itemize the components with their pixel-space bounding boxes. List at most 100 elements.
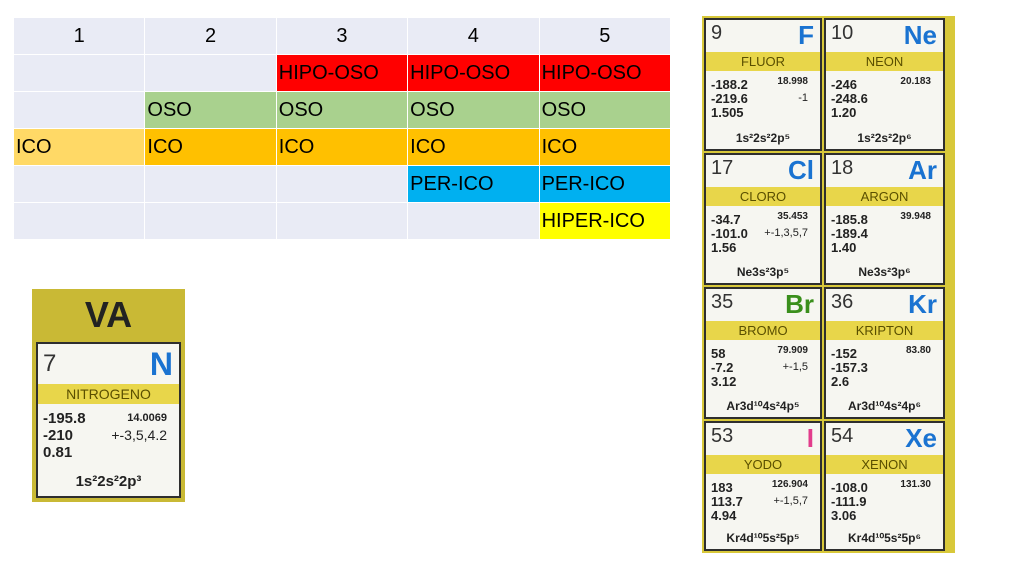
- element-name: FLUOR: [706, 52, 820, 71]
- density: 1.505: [711, 105, 744, 120]
- table-cell: [144, 202, 277, 240]
- table-cell: [407, 202, 540, 240]
- element-name: ARGON: [826, 187, 943, 206]
- oxidation-states: +-1,5: [782, 361, 808, 373]
- electron-configuration: 1s²2s²2p³: [75, 473, 142, 490]
- melting-point: -210: [43, 427, 74, 444]
- element-name: NEON: [826, 52, 943, 71]
- element-symbol: Cl: [788, 155, 814, 185]
- atomic-number: 10: [831, 22, 854, 44]
- column-header: 5: [538, 17, 672, 55]
- melting-point: -111.9: [831, 494, 867, 509]
- element-name: NITROGENO: [38, 384, 179, 404]
- oxidation-states: -1: [798, 92, 808, 104]
- element-symbol: Br: [785, 289, 814, 319]
- table-cell: [275, 165, 409, 203]
- element-card-chlorine: 17 Cl CLORO -34.7 35.453 -101.0 +-1,3,5,…: [704, 153, 822, 285]
- melting-point: -101.0: [711, 226, 748, 241]
- electron-configuration: 1s²2s²2p⁶: [857, 131, 912, 145]
- density: 1.40: [831, 240, 857, 255]
- atomic-number: 9: [711, 22, 723, 44]
- table-row: PER-ICO PER-ICO: [12, 165, 672, 203]
- element-name: YODO: [706, 455, 820, 474]
- element-symbol: Ar: [908, 155, 937, 185]
- element-card-nitrogen: 7 N NITROGENO -195.8 14.0069 -210 +-3,5,…: [36, 342, 181, 498]
- boiling-point: -34.7: [711, 212, 741, 227]
- element-name: BROMO: [706, 321, 820, 340]
- density: 0.81: [43, 444, 73, 461]
- electron-configuration: Ar3d¹⁰4s²4p⁶: [847, 399, 922, 413]
- atomic-mass: 20.183: [900, 76, 931, 87]
- element-symbol: N: [149, 346, 173, 382]
- column-header: 1: [12, 17, 146, 55]
- atomic-number: 18: [831, 157, 854, 179]
- atomic-number: 35: [711, 291, 734, 313]
- table-cell: ICO: [407, 128, 540, 166]
- atomic-mass: 39.948: [900, 211, 931, 222]
- table-row: HIPER-ICO: [12, 202, 672, 240]
- element-card-bromine: 35 Br BROMO 58 79.909 -7.2 +-1,5 3.12 Ar…: [704, 287, 822, 419]
- melting-point: -157.3: [831, 360, 868, 375]
- density: 1.56: [711, 240, 737, 255]
- element-card-iodine: 53 I YODO 183 126.904 113.7 +-1,5,7 4.94…: [704, 421, 822, 551]
- table-cell: PER-ICO: [538, 165, 672, 203]
- atomic-mass: 126.904: [771, 479, 808, 490]
- melting-point: -219.6: [711, 91, 748, 106]
- boiling-point: -188.2: [711, 77, 748, 92]
- boiling-point: -246: [831, 77, 858, 92]
- melting-point: -248.6: [831, 91, 868, 106]
- boiling-point: -195.8: [43, 410, 86, 427]
- element-card-argon: 18 Ar ARGON -185.8 39.948 -189.4 1.40 Ne…: [824, 153, 945, 285]
- element-symbol: Xe: [905, 423, 937, 453]
- table-cell: [144, 165, 277, 203]
- periodic-table-excerpt: 9 F FLUOR -188.2 18.998 -219.6 -1 1.505 …: [702, 16, 955, 553]
- element-card-xenon: 54 Xe XENON -108.0 131.30 -111.9 3.06 Kr…: [824, 421, 945, 551]
- atomic-mass: 18.998: [777, 76, 808, 87]
- density: 3.12: [711, 374, 737, 389]
- table-cell: ICO: [275, 128, 409, 166]
- element-symbol: Kr: [908, 289, 937, 319]
- atomic-mass: 131.30: [900, 479, 931, 490]
- table-cell: HIPO-OSO: [275, 54, 409, 92]
- atomic-number: 7: [43, 350, 57, 377]
- table-cell: [12, 91, 146, 129]
- atomic-number: 36: [831, 291, 854, 313]
- column-header: 3: [275, 17, 409, 55]
- table-cell: HIPO-OSO: [538, 54, 672, 92]
- atomic-mass: 35.453: [777, 211, 808, 222]
- electron-configuration: Ne3s²3p⁶: [858, 265, 911, 279]
- element-card-krypton: 36 Kr KRIPTON -152 83.80 -157.3 2.6 Ar3d…: [824, 287, 945, 419]
- boiling-point: 183: [711, 480, 733, 495]
- oxidation-states: +-1,5,7: [773, 495, 808, 507]
- density: 1.20: [831, 105, 857, 120]
- electron-configuration: Kr4d¹⁰5s²5p⁶: [847, 531, 922, 545]
- atomic-number: 17: [711, 157, 734, 179]
- table-cell: ICO: [12, 128, 146, 166]
- nomenclature-table: 1 2 3 4 5 HIPO-OSO HIPO-OSO HIPO-OSO OSO…: [12, 17, 672, 240]
- table-cell: [12, 165, 146, 203]
- element-name: KRIPTON: [826, 321, 943, 340]
- atomic-mass: 14.0069: [127, 412, 167, 424]
- oxidation-states: +-3,5,4.2: [111, 427, 167, 443]
- table-cell: [144, 54, 277, 92]
- electron-configuration: Ne3s²3p⁵: [736, 265, 790, 279]
- table-cell: PER-ICO: [407, 165, 540, 203]
- atomic-number: 54: [831, 425, 854, 447]
- atomic-mass: 83.80: [905, 345, 931, 356]
- atomic-number: 53: [711, 425, 734, 447]
- column-header: 4: [407, 17, 540, 55]
- density: 4.94: [711, 508, 737, 523]
- melting-point: -189.4: [831, 226, 868, 241]
- element-name: CLORO: [706, 187, 820, 206]
- table-cell: HIPO-OSO: [407, 54, 540, 92]
- table-header-row: 1 2 3 4 5: [12, 17, 672, 55]
- table-cell: [12, 202, 146, 240]
- boiling-point: -185.8: [831, 212, 868, 227]
- element-symbol: F: [798, 20, 814, 50]
- table-cell: OSO: [144, 91, 277, 129]
- element-card-fluorine: 9 F FLUOR -188.2 18.998 -219.6 -1 1.505 …: [704, 18, 822, 151]
- table-cell: HIPER-ICO: [538, 202, 672, 240]
- electron-configuration: 1s²2s²2p⁵: [735, 131, 791, 145]
- electron-configuration: Ar3d¹⁰4s²4p⁵: [726, 399, 800, 413]
- melting-point: -7.2: [711, 360, 734, 375]
